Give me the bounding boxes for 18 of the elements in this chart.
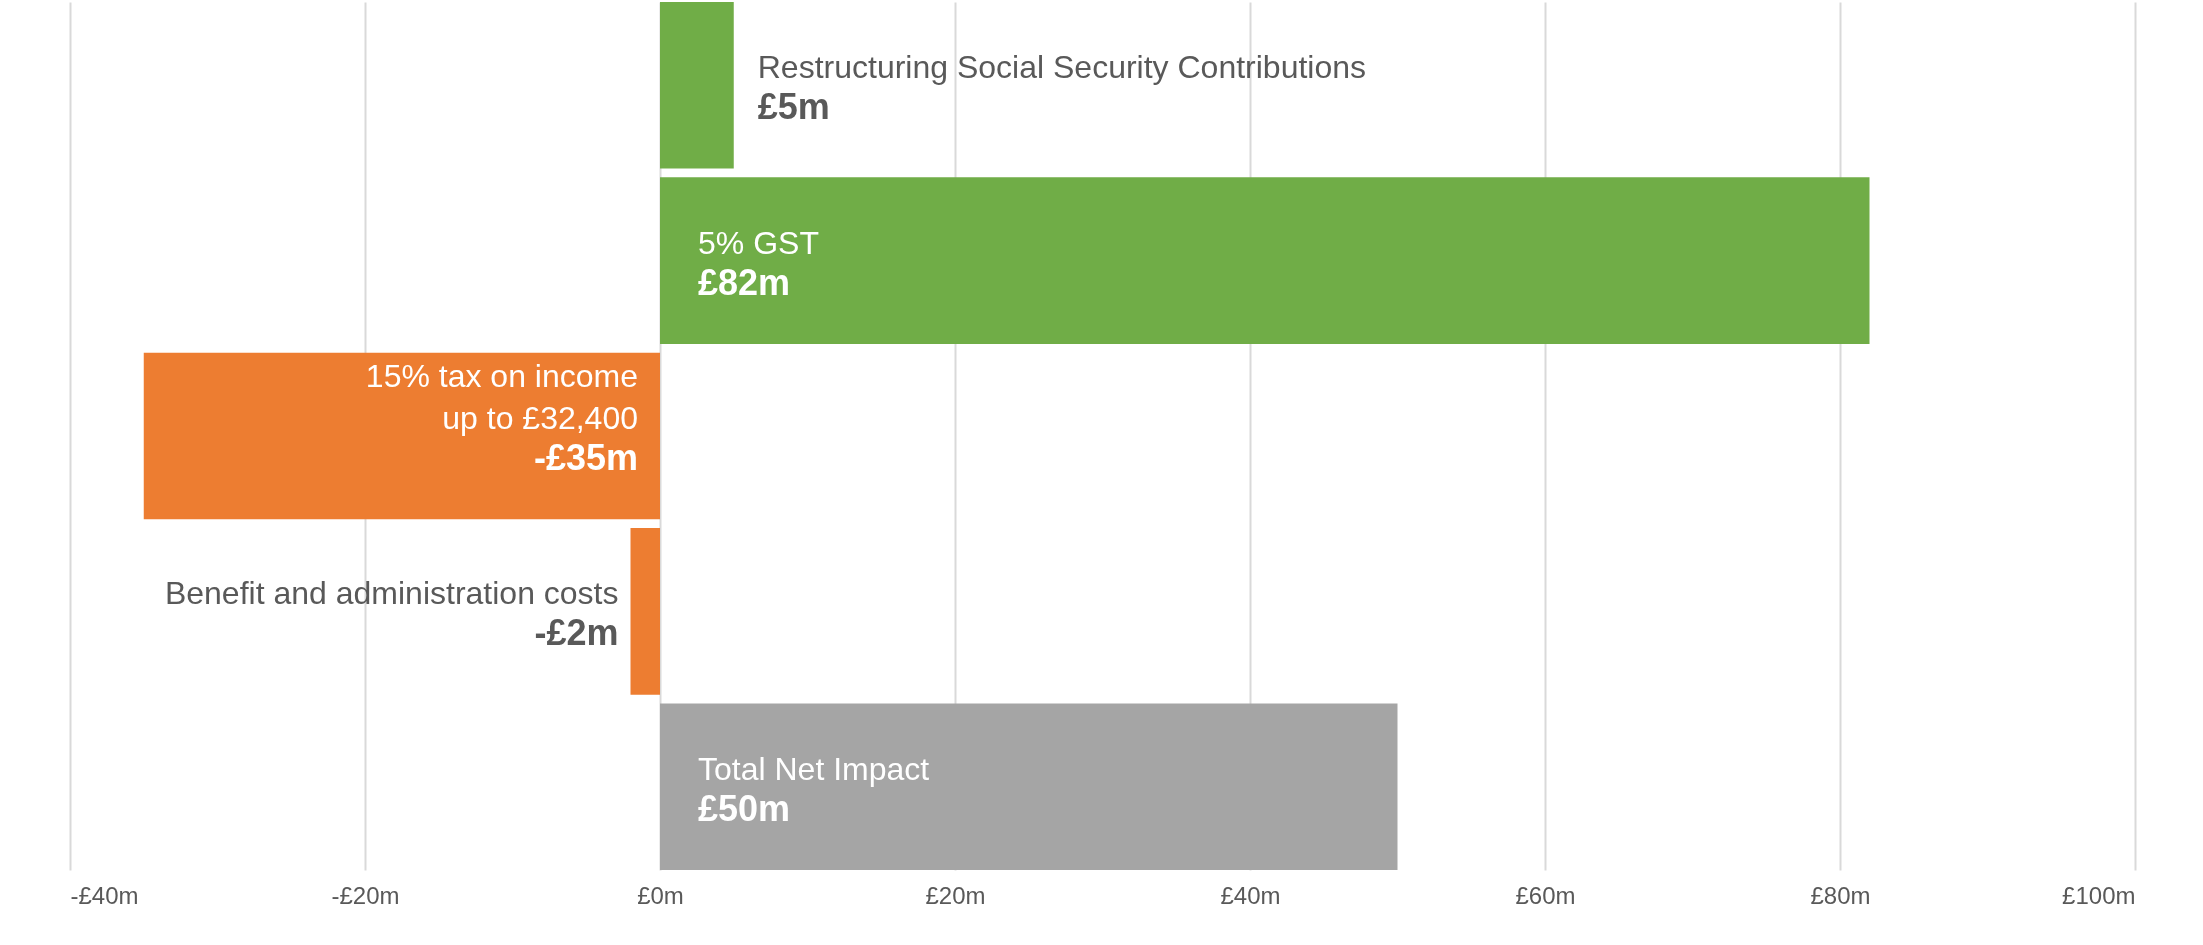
x-tick-label: £40m <box>1220 881 1281 909</box>
x-tick-label: £20m <box>925 881 986 909</box>
x-tick-label: £0m <box>637 881 684 909</box>
x-tick-label: -£20m <box>331 881 400 909</box>
y-tick-label: Total Net Impact <box>698 750 930 787</box>
x-tick-label: -£40m <box>70 881 139 909</box>
data-label: -£2m <box>534 612 619 654</box>
data-label: -£35m <box>533 437 638 478</box>
x-tick-label: £60m <box>1515 881 1576 909</box>
data-label: £82m <box>698 261 791 303</box>
y-tick-label: Restructuring Social Security Contributions <box>757 49 1367 86</box>
y-tick-label: 5% GST <box>698 224 819 261</box>
data-label: £50m <box>698 787 791 829</box>
data-label: £5m <box>757 86 830 128</box>
y-tick-label: 15% tax on income up to £32,400 <box>365 358 638 436</box>
x-tick-label: £100m <box>2062 881 2136 909</box>
y-tick-label: Benefit and administration costs <box>164 575 619 612</box>
x-tick-label: £80m <box>1810 881 1871 909</box>
